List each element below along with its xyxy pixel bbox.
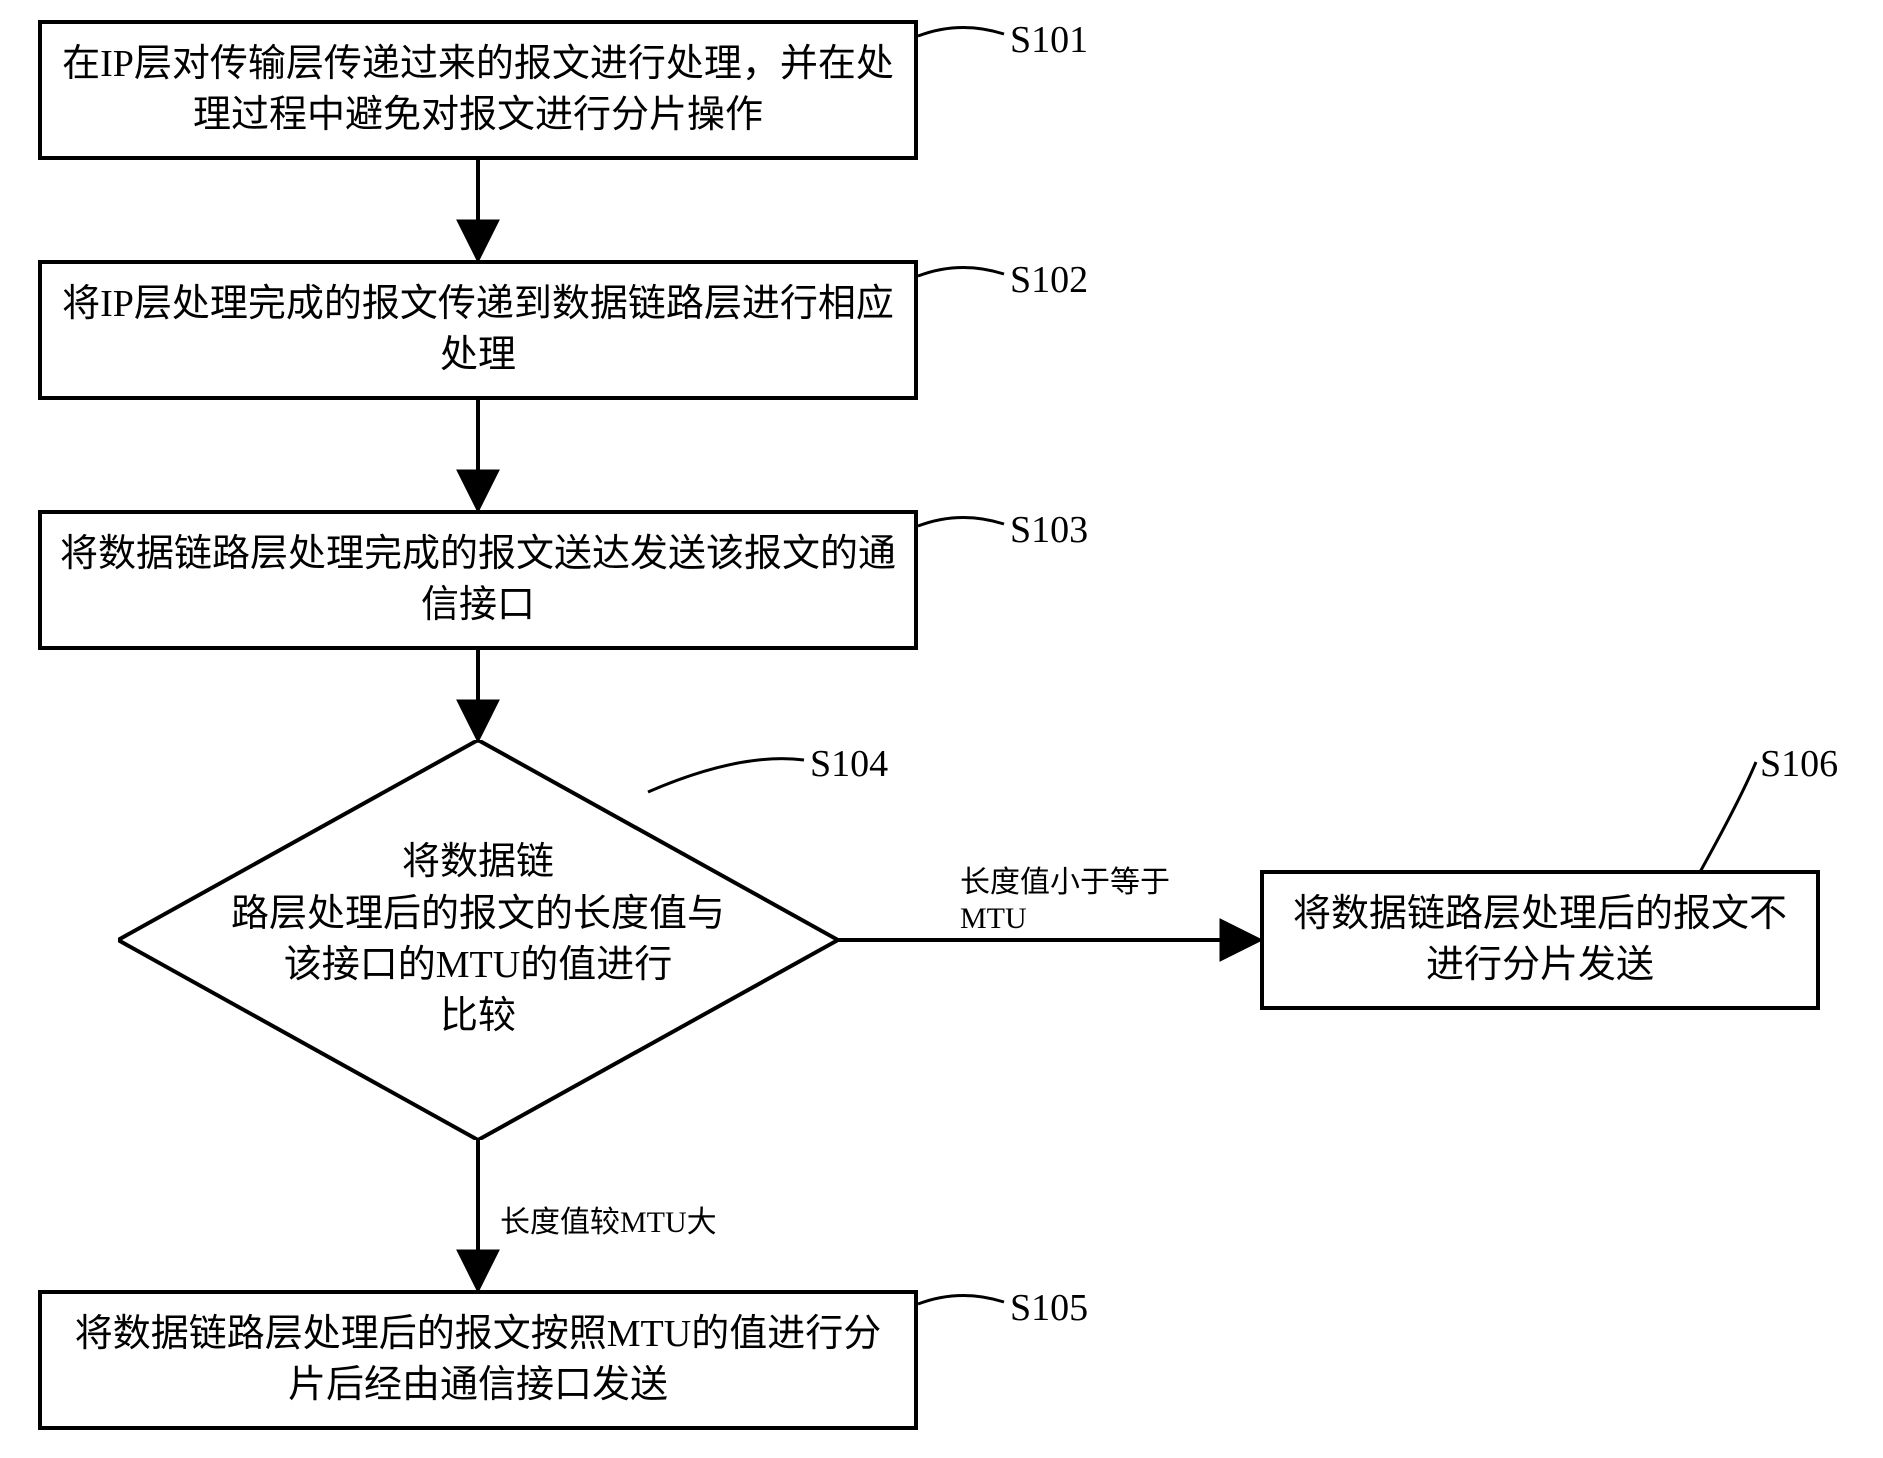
node-s105: 将数据链路层处理后的报文按照MTU的值进行分片后经由通信接口发送: [38, 1290, 918, 1430]
node-s106-text: 将数据链路层处理后的报文不进行分片发送: [1282, 889, 1798, 992]
node-s104-text: 将数据链 路层处理后的报文的长度值与 该接口的MTU的值进行 比较: [198, 800, 758, 1080]
node-s102-text: 将IP层处理完成的报文传递到数据链路层进行相应处理: [60, 279, 896, 382]
label-s105: S105: [1010, 1286, 1088, 1330]
label-s101: S101: [1010, 18, 1088, 62]
edge-label-s104-s105: 长度值较MTU大: [500, 1205, 717, 1241]
leader-s106: [1700, 762, 1756, 872]
label-s103: S103: [1010, 508, 1088, 552]
leader-s103: [918, 517, 1004, 526]
node-s101: 在IP层对传输层传递过来的报文进行处理，并在处理过程中避免对报文进行分片操作: [38, 20, 918, 160]
node-s101-text: 在IP层对传输层传递过来的报文进行处理，并在处理过程中避免对报文进行分片操作: [60, 39, 896, 142]
node-s102: 将IP层处理完成的报文传递到数据链路层进行相应处理: [38, 260, 918, 400]
label-s106: S106: [1760, 742, 1838, 786]
label-s104: S104: [810, 742, 888, 786]
label-s102: S102: [1010, 258, 1088, 302]
arrows-overlay: [0, 0, 1883, 1458]
leader-s105: [918, 1295, 1004, 1304]
leader-s101: [918, 27, 1004, 36]
node-s105-text: 将数据链路层处理后的报文按照MTU的值进行分片后经由通信接口发送: [60, 1309, 896, 1412]
node-s103-text: 将数据链路层处理完成的报文送达发送该报文的通信接口: [60, 529, 896, 632]
node-s106: 将数据链路层处理后的报文不进行分片发送: [1260, 870, 1820, 1010]
node-s103: 将数据链路层处理完成的报文送达发送该报文的通信接口: [38, 510, 918, 650]
edge-label-s104-s106: 长度值小于等于 MTU: [960, 865, 1170, 937]
leader-s102: [918, 267, 1004, 276]
node-s104-text-span: 将数据链 路层处理后的报文的长度值与 该接口的MTU的值进行 比较: [231, 837, 725, 1042]
